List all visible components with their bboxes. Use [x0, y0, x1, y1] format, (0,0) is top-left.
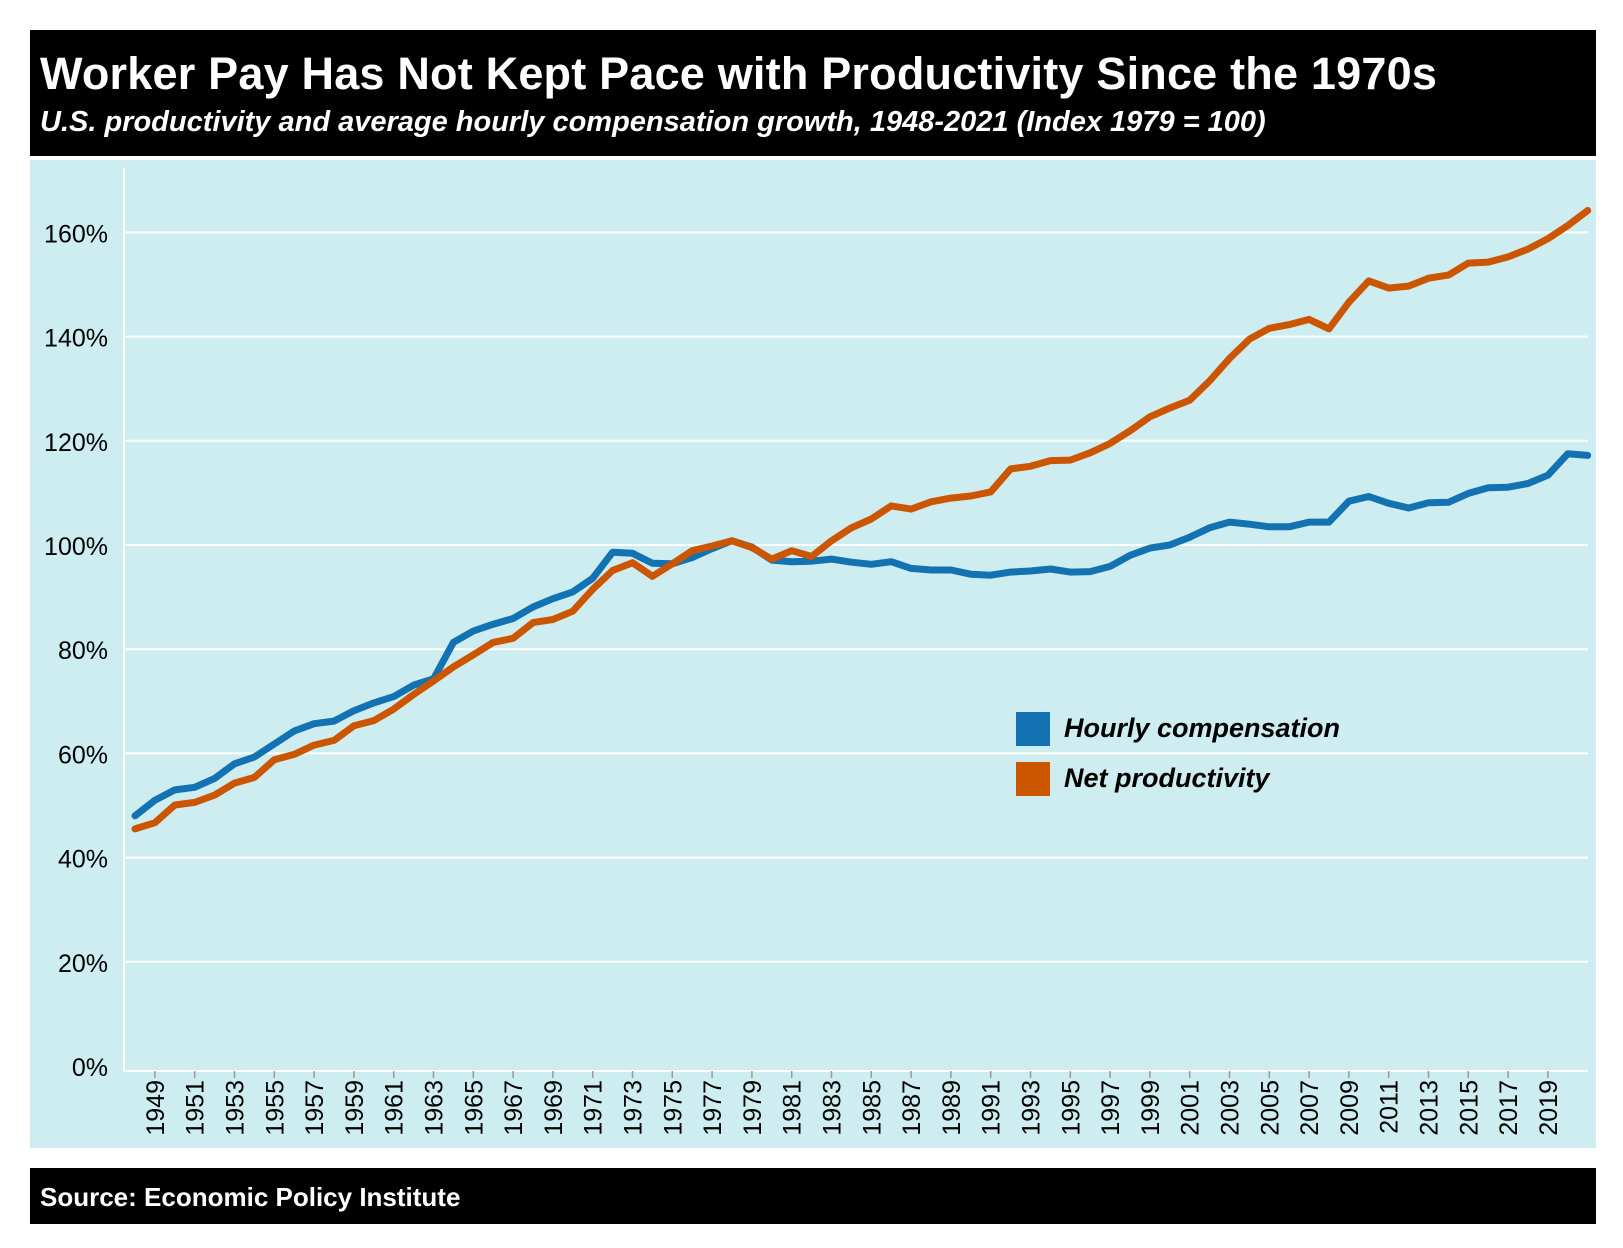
y-axis-tick-labels: 0% 20% 40% 60% 80% 100% 120% 140% 160%: [44, 220, 108, 1082]
x-tick-label: 2003: [1217, 1080, 1245, 1136]
chart-footer: Source: Economic Policy Institute: [30, 1168, 1596, 1224]
y-tick-label: 120%: [44, 429, 108, 457]
x-tick-label: 2005: [1256, 1080, 1284, 1136]
x-tick-label: 1989: [938, 1080, 966, 1136]
x-tick-label: 1999: [1137, 1080, 1165, 1136]
y-tick-label: 100%: [44, 533, 108, 561]
x-tick-label: 1981: [779, 1080, 807, 1136]
x-tick-label: 1969: [540, 1080, 568, 1136]
legend-swatch-net-productivity: [1016, 762, 1050, 796]
x-tick-label: 1953: [222, 1080, 250, 1136]
y-tick-label: 40%: [58, 846, 108, 874]
x-tick-label: 1977: [699, 1080, 727, 1136]
x-tick-label: 1951: [182, 1080, 210, 1136]
x-tick-label: 1979: [739, 1080, 767, 1136]
x-tick-label: 1955: [261, 1080, 289, 1136]
legend-swatch-hourly-compensation: [1016, 712, 1050, 746]
x-tick-label: 2019: [1535, 1080, 1563, 1136]
x-tick-label: 2013: [1416, 1080, 1444, 1136]
y-tick-label: 0%: [72, 1054, 108, 1082]
x-tick-label: 2007: [1296, 1080, 1324, 1136]
x-tick-label: 1995: [1057, 1080, 1085, 1136]
x-tick-label: 1985: [858, 1080, 886, 1136]
chart-subtitle: U.S. productivity and average hourly com…: [40, 106, 1266, 138]
x-tick-label: 1949: [142, 1080, 170, 1136]
x-tick-label: 2015: [1455, 1080, 1483, 1136]
x-tick-label: 1961: [381, 1080, 409, 1136]
x-tick-label: 1997: [1097, 1080, 1125, 1136]
x-tick-label: 2009: [1336, 1080, 1364, 1136]
series-line-hourly-compensation: [131, 450, 1592, 820]
x-tick-label: 2011: [1376, 1080, 1404, 1134]
x-tick-label: 1971: [580, 1080, 608, 1136]
x-tick-label: 2001: [1177, 1080, 1205, 1136]
x-tick-label: 1965: [460, 1080, 488, 1136]
series-line-net-productivity: [131, 207, 1592, 833]
y-tick-label: 140%: [44, 325, 108, 353]
x-tick-label: 1973: [620, 1080, 648, 1136]
x-tick-label: 1991: [978, 1080, 1006, 1136]
x-tick-label: 1993: [1018, 1080, 1046, 1136]
x-axis-tick-labels: 1949 1951 1953 1955 1957 1959 1961 1963 1965 1967…: [142, 1080, 1563, 1136]
x-tick-label: 1987: [898, 1080, 926, 1136]
x-tick-label: 1959: [341, 1080, 369, 1136]
x-tick-label: 2017: [1495, 1080, 1523, 1136]
series-lines: [131, 207, 1592, 833]
y-tick-label: 60%: [58, 741, 108, 769]
chart-header: Worker Pay Has Not Kept Pace with Produc…: [30, 30, 1596, 156]
legend-label-hourly-compensation: Hourly compensation: [1064, 713, 1341, 743]
gridlines: [124, 231, 1588, 963]
axes: [123, 168, 1588, 1078]
x-tick-label: 1963: [421, 1080, 449, 1136]
source-note: Source: Economic Policy Institute: [40, 1182, 461, 1212]
chart-title: Worker Pay Has Not Kept Pace with Produc…: [40, 48, 1438, 99]
y-tick-label: 20%: [58, 950, 108, 978]
x-tick-label: 1975: [659, 1080, 687, 1136]
y-tick-label: 160%: [44, 220, 108, 248]
x-tick-label: 1957: [301, 1080, 329, 1136]
y-tick-label: 80%: [58, 637, 108, 665]
legend-label-net-productivity: Net productivity: [1064, 763, 1270, 793]
x-tick-label: 1967: [500, 1080, 528, 1136]
x-tick-label: 1983: [819, 1080, 847, 1136]
